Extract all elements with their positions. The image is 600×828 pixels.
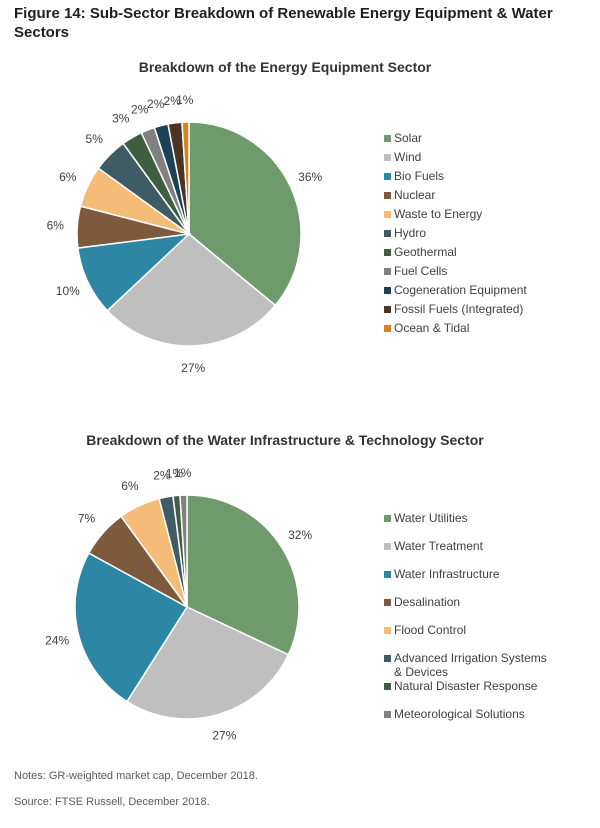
legend-swatch: [384, 306, 391, 313]
data-label: 1%: [176, 93, 194, 107]
legend-entry: Flood Control: [394, 623, 466, 637]
data-label: 36%: [298, 170, 322, 184]
legend-swatch: [384, 711, 391, 718]
pie-labels: 36%27%10%6%6%5%3%2%2% 2%1%: [47, 93, 323, 375]
pie-slice-wind: [106, 233, 277, 347]
legend: Water Utilities Water Treatment Water Infr…: [384, 511, 547, 721]
legend-entry: Hydro: [394, 226, 426, 240]
data-label: 2%: [153, 468, 171, 482]
pie-slice-ocean-tidal: [181, 121, 190, 235]
legend-entry: Natural Disaster Response: [394, 679, 538, 693]
pie-slice-water-infrastructure: [74, 552, 189, 703]
source-text: Source: FTSE Russell, December 2018.: [14, 796, 210, 808]
legend-swatch: [384, 192, 391, 199]
data-label: 6%: [59, 170, 77, 184]
pie-slice-water-treatment: [125, 606, 290, 720]
pie-slices: [76, 121, 302, 347]
legend-swatch: [384, 154, 391, 161]
water-pie-chart: 32%27%24%7%6%2%1%1%Water UtilitiesWater …: [45, 466, 547, 743]
pie-slices: [74, 494, 300, 720]
data-label: 27%: [212, 729, 236, 743]
legend-entry: Nuclear: [394, 188, 435, 202]
data-label: 1%: [174, 466, 192, 480]
legend-swatch: [384, 543, 391, 550]
legend-swatch: [384, 135, 391, 142]
legend: Solar Wind Bio Fuels Nuclear Waste to Energy…: [384, 131, 527, 335]
legend-entry: Solar: [394, 131, 422, 145]
legend-swatch: [384, 249, 391, 256]
notes-text: Notes: GR-weighted market cap, December …: [14, 770, 258, 782]
data-label: 2%: [147, 97, 165, 111]
pie-slice-solar: [188, 121, 302, 307]
legend-entry: Desalination: [394, 595, 460, 609]
legend-entry: Fossil Fuels (Integrated): [394, 302, 523, 316]
energy-chart-title: Breakdown of the Energy Equipment Sector: [138, 59, 432, 75]
legend-entry: Geothermal: [394, 245, 457, 259]
legend-entry: Water Infrastructure: [394, 567, 500, 581]
legend-swatch: [384, 627, 391, 634]
legend-entry: Meteorological Solutions: [394, 707, 525, 721]
legend-entry: Waste to Energy: [394, 207, 482, 221]
data-label: 1%: [166, 467, 184, 481]
legend-swatch: [384, 230, 391, 237]
data-label: 5%: [86, 132, 104, 146]
pie-labels: 32% 27% 24% 7% 6% 2%1%1%: [45, 466, 312, 743]
data-label: 10%: [56, 284, 80, 298]
data-label: 2%: [131, 102, 149, 116]
legend-entry: Fuel Cells: [394, 264, 447, 278]
legend-entry: Wind: [394, 150, 421, 164]
legend-swatch: [384, 599, 391, 606]
legend-swatch: [384, 683, 391, 690]
data-label: 6%: [47, 219, 65, 233]
figure-title: Figure 14: Sub-Sector Breakdown of Renew…: [14, 5, 553, 41]
legend-entry: Advanced Irrigation Systems & Devices: [394, 651, 547, 679]
pie-slice-meteorological-solutions: [179, 494, 188, 608]
data-label: 7%: [78, 511, 96, 525]
data-label: 2%: [164, 94, 182, 108]
legend-swatch: [384, 325, 391, 332]
legend-entry: Cogeneration Equipment: [394, 283, 527, 297]
legend-swatch: [384, 211, 391, 218]
legend-entry: Ocean & Tidal: [394, 321, 469, 335]
legend-entry: Water Utilities: [394, 511, 468, 525]
data-label: 27%: [181, 361, 205, 375]
data-label: 6%: [121, 479, 139, 493]
data-label: 32%: [288, 528, 312, 542]
data-label: 24%: [45, 633, 69, 647]
legend-swatch: [384, 571, 391, 578]
legend-swatch: [384, 173, 391, 180]
legend-swatch: [384, 268, 391, 275]
data-label: 3%: [112, 112, 130, 126]
legend-swatch: [384, 515, 391, 522]
legend-entry: Water Treatment: [394, 539, 484, 553]
legend-entry: Bio Fuels: [394, 169, 444, 183]
water-chart-title: Breakdown of the Water Infrastructure & …: [86, 432, 484, 448]
legend-swatch: [384, 655, 391, 662]
pie-slice-water-utilities: [186, 494, 300, 656]
legend-swatch: [384, 287, 391, 294]
